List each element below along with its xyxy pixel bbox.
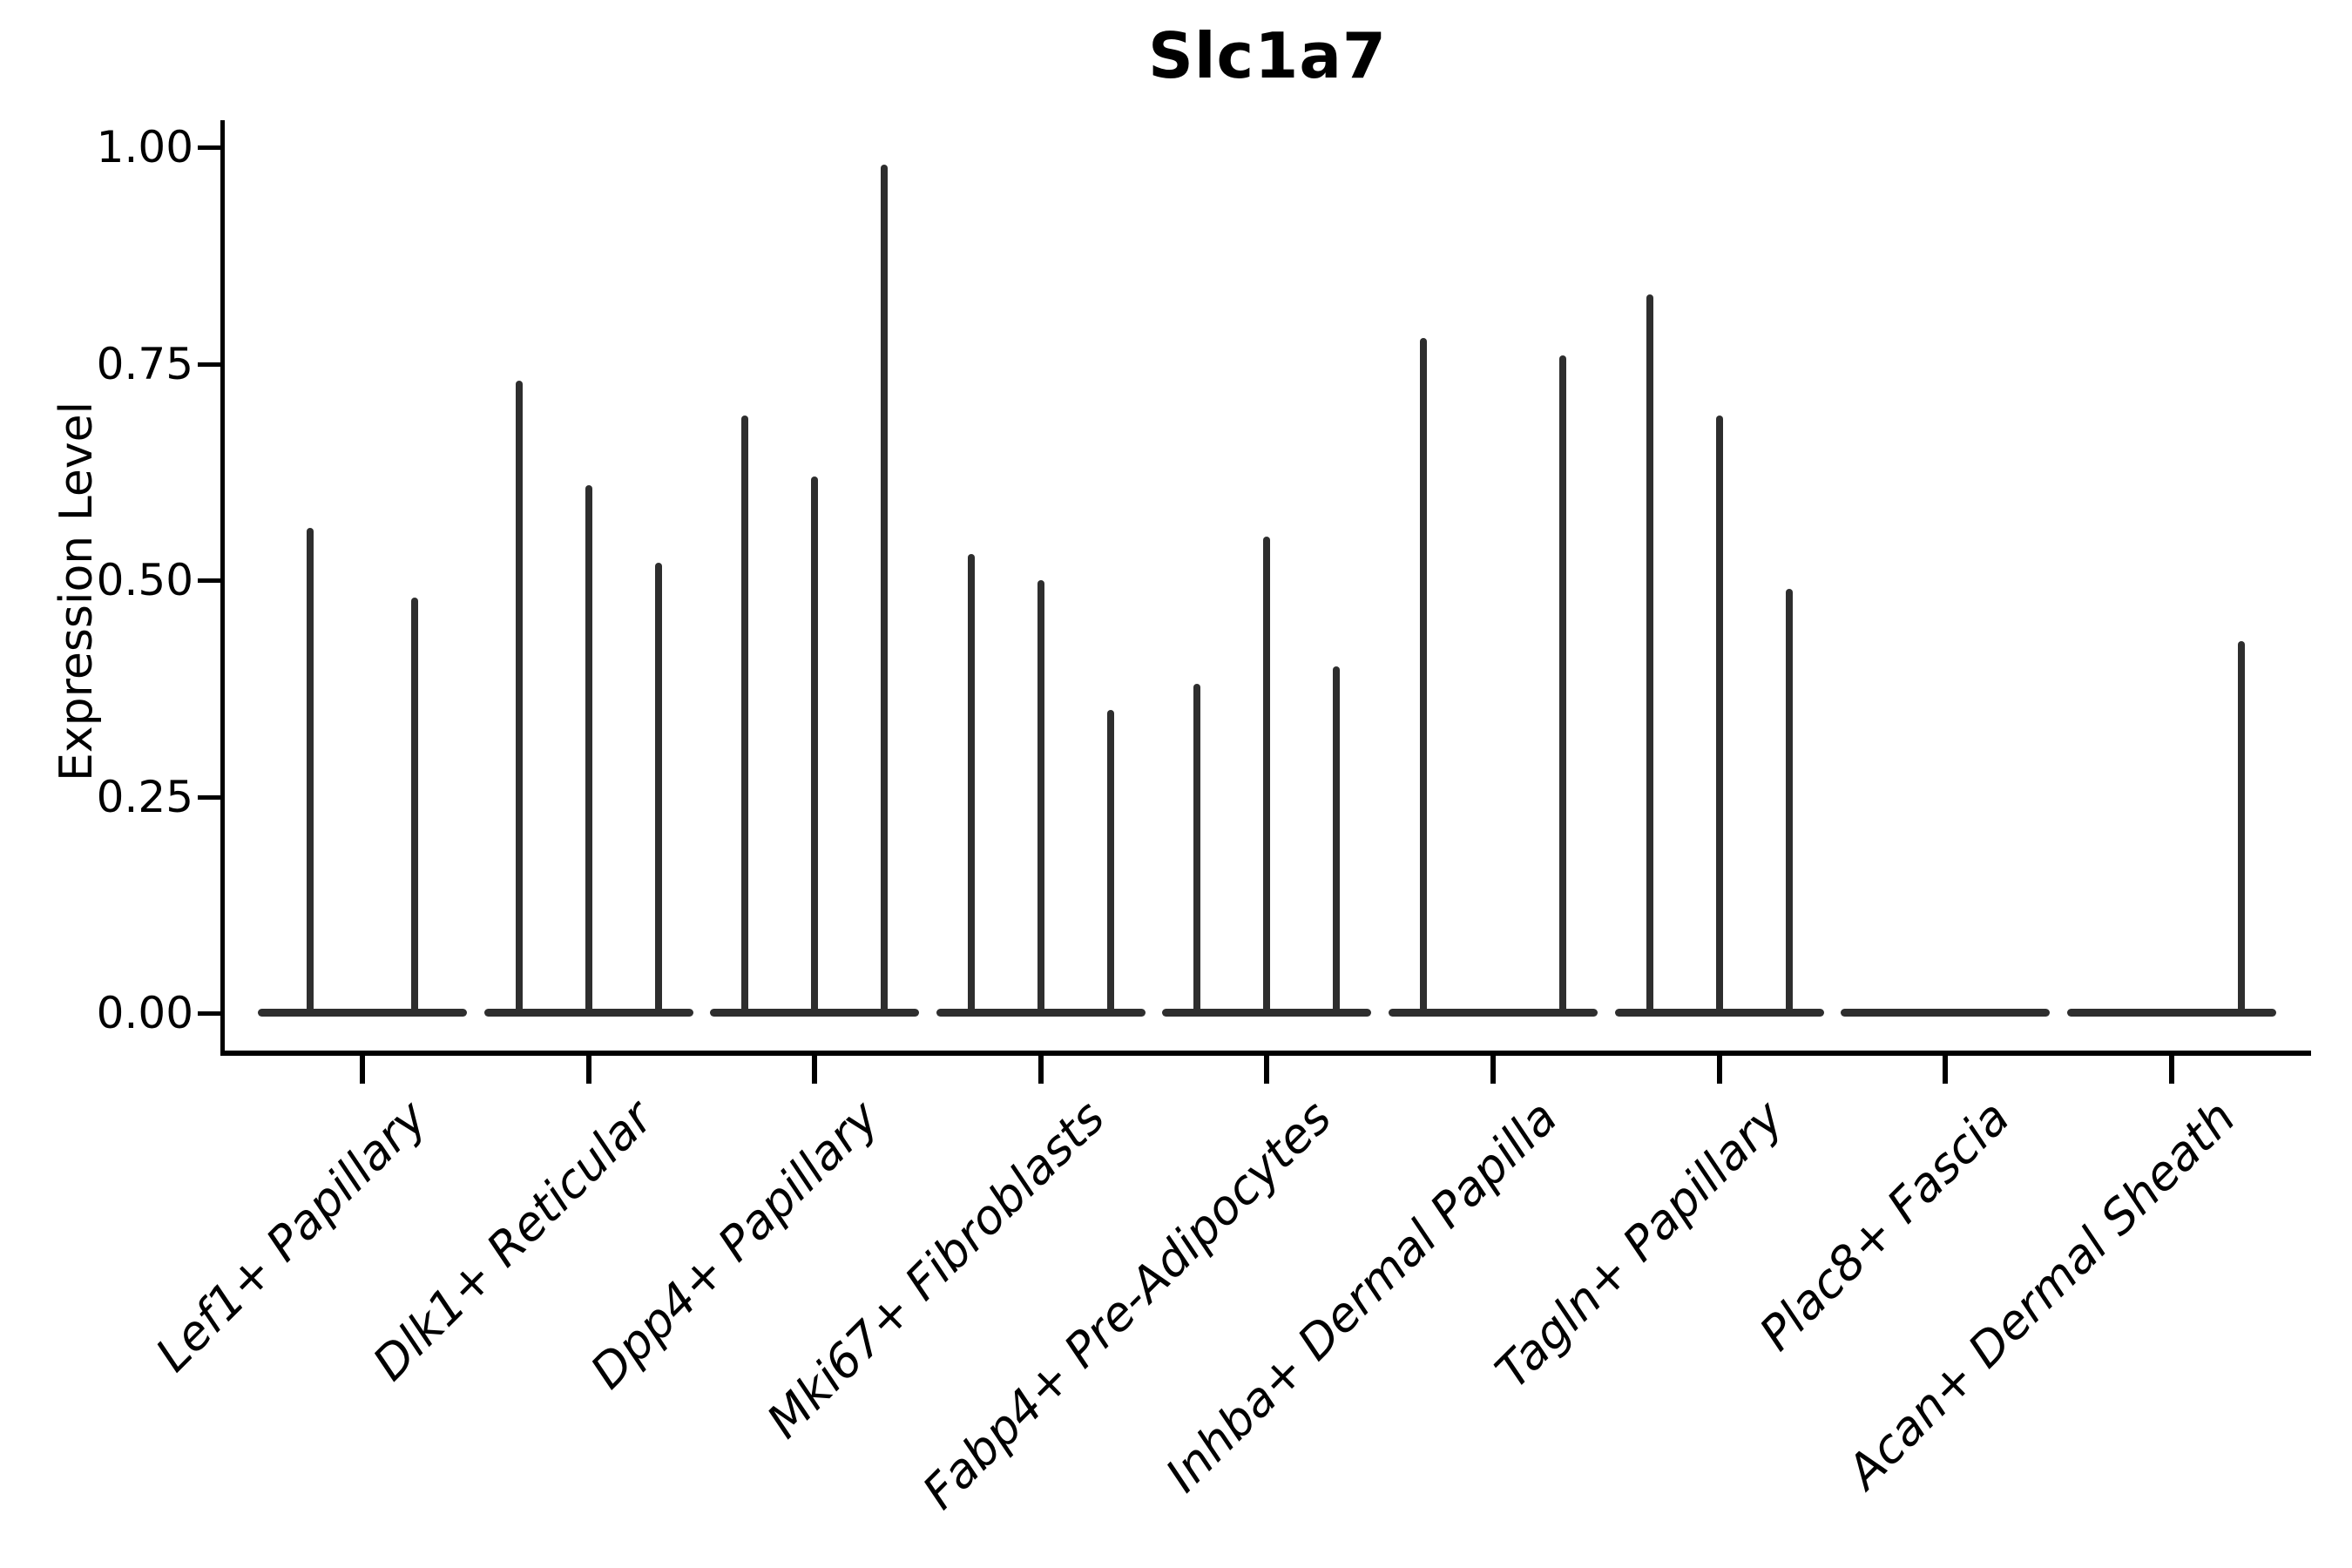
x-tick [1037,1054,1044,1084]
violin-spike [1420,338,1427,1013]
y-tick-label: 1.00 [96,122,193,172]
x-tick [812,1054,818,1084]
violin-baseline [2066,1009,2276,1017]
violin-spike [2237,641,2245,1013]
x-tick [1716,1054,1722,1084]
violin-spike [1263,537,1271,1013]
y-axis-spine [220,120,225,1056]
violin-baseline [1841,1009,2051,1017]
y-tick-label: 0.25 [96,771,193,822]
y-tick-label: 0.00 [96,988,193,1038]
violin-spike [1715,416,1723,1013]
x-tick [360,1054,365,1084]
x-tick [1490,1054,1496,1084]
violin-spike [1559,355,1566,1013]
violin-spike [967,554,975,1013]
x-axis-category-label: Fabp4+ Pre-Adipocytes [911,1090,1342,1520]
violin-spike [515,381,523,1013]
violin-spike [881,165,889,1013]
x-tick [1264,1054,1270,1084]
x-axis-spine [220,1051,2311,1056]
violin-spike [1193,684,1201,1013]
violin-baseline [258,1009,467,1017]
violin-spike [1646,294,1653,1013]
violin-spike [741,416,749,1013]
x-axis-category-label: Inhba+ Dermal Papilla [1154,1090,1568,1503]
y-tick-label: 0.75 [96,338,193,389]
violin-spike [307,528,314,1013]
y-tick [198,145,222,150]
y-tick [198,578,222,583]
y-tick [198,794,222,800]
violin-spike [1037,580,1044,1013]
violin-spike [654,563,662,1013]
violin-spike [585,485,592,1013]
violin-spike [1106,710,1114,1013]
x-axis-category-label: Acan+ Dermal Sheath [1836,1090,2247,1499]
x-tick [585,1054,591,1084]
violin-spike [411,598,418,1013]
violin-spike [1785,589,1793,1013]
violin-spike [811,476,819,1013]
x-tick [2168,1054,2174,1084]
y-tick-label: 0.50 [96,555,193,605]
violin-spike [1333,666,1341,1013]
plot-title: Slc1a7 [1148,19,1387,92]
y-tick [198,362,222,367]
violin-baseline [1389,1009,1598,1017]
x-tick [1943,1054,1949,1084]
y-tick [198,1011,222,1016]
